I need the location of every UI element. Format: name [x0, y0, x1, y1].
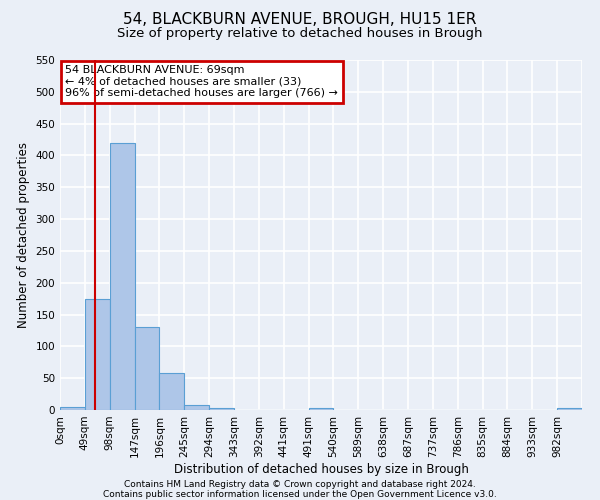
Text: Contains public sector information licensed under the Open Government Licence v3: Contains public sector information licen… [103, 490, 497, 499]
Bar [160, 373, 184, 410]
Text: Size of property relative to detached houses in Brough: Size of property relative to detached ho… [117, 28, 483, 40]
Bar [308, 408, 334, 410]
Y-axis label: Number of detached properties: Number of detached properties [17, 142, 30, 328]
Bar [184, 405, 209, 410]
Bar [60, 407, 85, 410]
Bar [209, 408, 234, 410]
Bar [134, 328, 160, 410]
Bar [557, 408, 582, 410]
Text: 54 BLACKBURN AVENUE: 69sqm
← 4% of detached houses are smaller (33)
96% of semi-: 54 BLACKBURN AVENUE: 69sqm ← 4% of detac… [65, 66, 338, 98]
X-axis label: Distribution of detached houses by size in Brough: Distribution of detached houses by size … [173, 462, 469, 475]
Text: Contains HM Land Registry data © Crown copyright and database right 2024.: Contains HM Land Registry data © Crown c… [124, 480, 476, 489]
Bar [85, 298, 110, 410]
Bar [110, 142, 134, 410]
Text: 54, BLACKBURN AVENUE, BROUGH, HU15 1ER: 54, BLACKBURN AVENUE, BROUGH, HU15 1ER [124, 12, 476, 28]
